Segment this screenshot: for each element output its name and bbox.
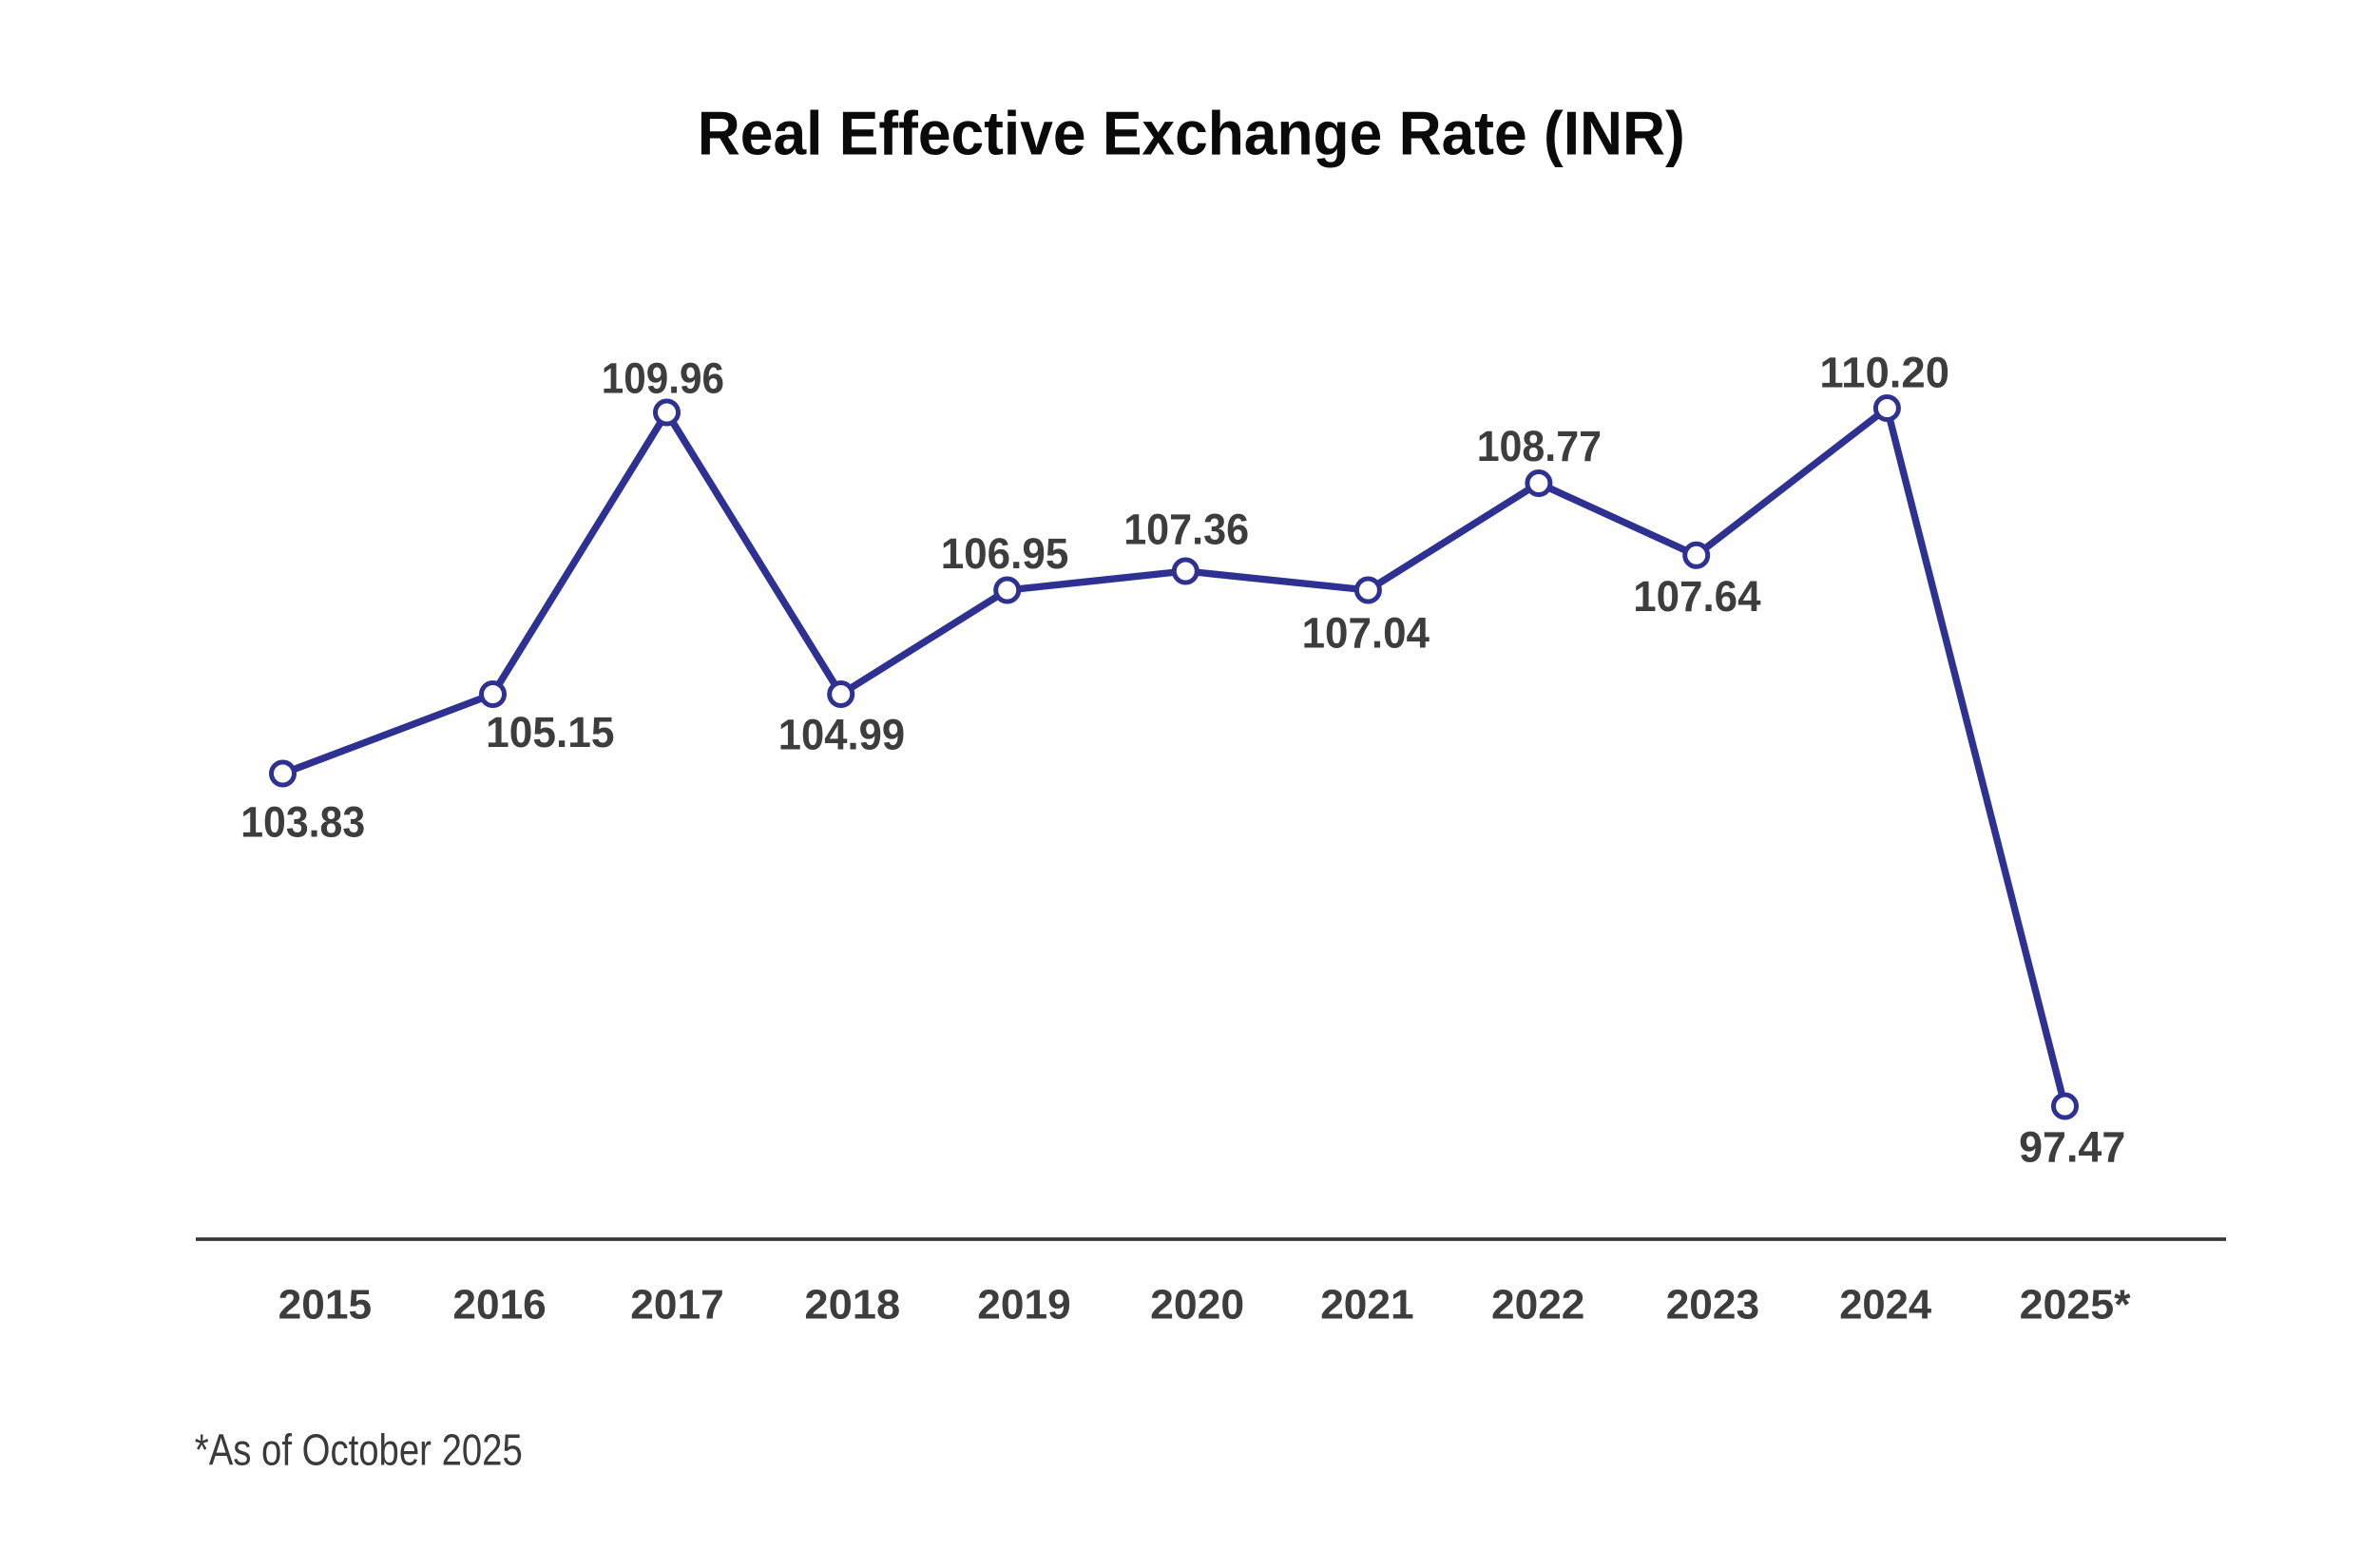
svg-text:105.15: 105.15: [486, 708, 614, 756]
svg-text:106.95: 106.95: [941, 529, 1069, 578]
svg-text:2022: 2022: [1491, 1281, 1584, 1328]
svg-text:2016: 2016: [452, 1281, 546, 1328]
svg-text:2021: 2021: [1320, 1281, 1413, 1328]
svg-text:103.83: 103.83: [240, 797, 365, 846]
svg-text:2017: 2017: [630, 1281, 723, 1328]
svg-text:2018: 2018: [804, 1281, 900, 1328]
svg-text:2023: 2023: [1666, 1281, 1759, 1328]
svg-text:97.47: 97.47: [2019, 1123, 2125, 1172]
svg-text:*As of October 2025: *As of October 2025: [195, 1425, 523, 1475]
svg-text:Real Effective Exchange Rate (: Real Effective Exchange Rate (INR): [698, 98, 1685, 167]
svg-text:107.36: 107.36: [1123, 505, 1249, 553]
svg-text:2015: 2015: [278, 1281, 372, 1328]
svg-text:2025*: 2025*: [2020, 1281, 2132, 1328]
svg-text:2019: 2019: [977, 1281, 1070, 1328]
svg-text:2024: 2024: [1839, 1281, 1932, 1328]
svg-text:109.96: 109.96: [602, 354, 724, 402]
svg-text:107.04: 107.04: [1302, 609, 1430, 658]
svg-text:2020: 2020: [1150, 1281, 1244, 1328]
svg-text:108.77: 108.77: [1477, 422, 1602, 470]
svg-text:104.99: 104.99: [778, 711, 905, 759]
svg-text:110.20: 110.20: [1819, 349, 1949, 397]
svg-text:107.64: 107.64: [1633, 572, 1760, 621]
